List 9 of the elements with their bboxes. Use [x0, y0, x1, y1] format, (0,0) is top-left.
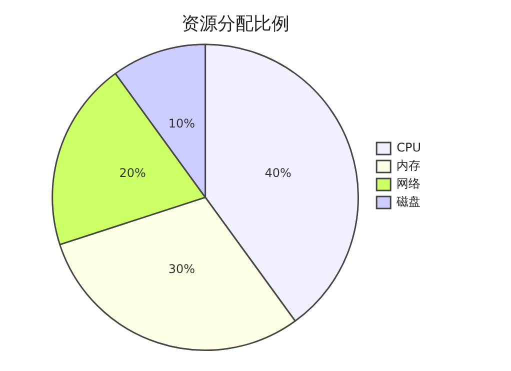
data-label: 20%	[119, 166, 146, 180]
legend-label: 内存	[396, 158, 421, 173]
data-label: 40%	[264, 166, 292, 180]
legend-label: CPU	[396, 140, 422, 155]
legend-label: 网络	[396, 176, 421, 191]
data-label: 30%	[168, 262, 196, 276]
chart-title: 资源分配比例	[182, 13, 290, 34]
legend-label: 磁盘	[396, 194, 421, 209]
data-label: 10%	[168, 116, 196, 131]
